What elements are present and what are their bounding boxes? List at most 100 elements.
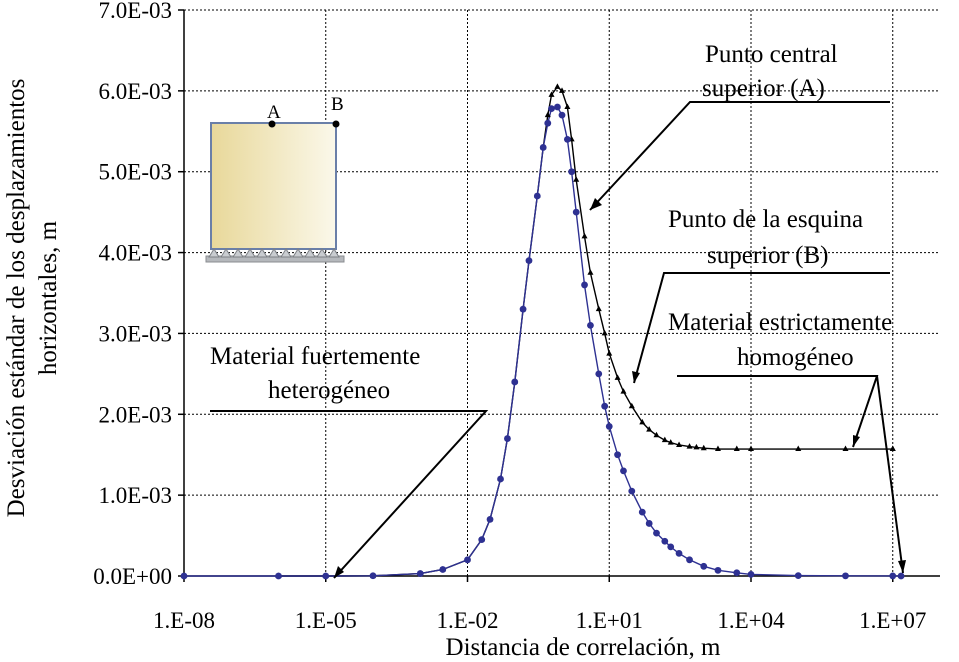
data-point-circle [661, 537, 669, 545]
data-point-circle [439, 566, 447, 573]
data-point-circle [897, 572, 905, 580]
x-tick-labels: 1.E-08 1.E-05 1.E-02 1.E+01 1.E+04 1.E+07 [153, 608, 926, 633]
data-point-circle [587, 321, 594, 329]
inset-support-triangle [256, 248, 268, 258]
data-point-circle [548, 105, 555, 113]
data-point-triangle [554, 83, 561, 89]
data-point-circle [322, 572, 330, 580]
arrow-central [590, 198, 602, 210]
y-tick-label: 6.0E-03 [99, 79, 172, 104]
y-tick-label: 5.0E-03 [99, 160, 172, 185]
leader-arrowheads [334, 198, 906, 578]
annot-heter-line1: Material fuertemente [210, 343, 420, 370]
data-point-circle [842, 572, 849, 580]
data-point-circle [180, 572, 188, 580]
data-point-circle [889, 572, 897, 580]
data-point-circle [544, 119, 552, 127]
data-point-circle [464, 556, 471, 564]
annot-heter-line2: heterogéneo [268, 377, 390, 404]
data-point-circle [525, 257, 533, 265]
leader-corner [633, 272, 890, 384]
data-point-circle [700, 562, 708, 570]
inset-label-b: B [331, 94, 344, 115]
data-point-triangle [587, 269, 594, 275]
data-point-triangle [653, 431, 660, 438]
inset-support-triangle [280, 248, 292, 258]
axes [178, 9, 940, 582]
data-point-circle [601, 402, 609, 410]
data-point-triangle [548, 91, 555, 97]
series-markers [180, 83, 905, 580]
inset-support-triangle [304, 248, 316, 258]
arrow-heter [334, 566, 344, 578]
data-point-circle [667, 543, 675, 551]
data-point-triangle [676, 441, 683, 448]
data-point-triangle [620, 388, 627, 394]
data-point-triangle [686, 443, 693, 449]
data-point-triangle [559, 87, 565, 93]
annot-central-line2: superior (A) [702, 75, 825, 102]
data-point-circle [653, 529, 660, 537]
inset-label-a: A [267, 102, 281, 123]
x-tick-label: 1.E-02 [437, 608, 499, 633]
data-point-triangle [544, 111, 551, 118]
data-point-circle [572, 208, 580, 216]
leader-homog [677, 375, 879, 448]
data-point-triangle [581, 232, 588, 239]
x-axis-title: Distancia de correlación, m [446, 634, 721, 661]
annot-central-line1: Punto central [705, 41, 838, 68]
y-tick-label: 2.0E-03 [99, 402, 172, 427]
data-point-triangle [700, 444, 707, 451]
data-point-triangle [606, 350, 613, 356]
series-line-2 [184, 106, 902, 577]
data-point-circle [478, 536, 486, 544]
data-point-circle [714, 566, 722, 574]
x-tick-label: 1.E-05 [295, 608, 357, 633]
x-tick-label: 1.E+01 [576, 608, 643, 633]
data-point-triangle [639, 418, 646, 425]
y-tick-label: 0.0E+00 [93, 564, 172, 589]
data-point-circle [628, 487, 636, 495]
data-point-circle [675, 549, 683, 557]
data-point-circle [733, 569, 741, 577]
inset-support-triangle [232, 248, 244, 258]
inset-point-b [332, 120, 340, 128]
data-point-circle [686, 556, 693, 564]
data-point-triangle [889, 445, 896, 452]
inset-support-triangle [328, 248, 340, 258]
arrow-homog-2 [898, 560, 906, 573]
data-point-circle [486, 516, 494, 523]
data-point-triangle [667, 439, 674, 445]
leader-central [589, 101, 890, 211]
data-point-circle [558, 111, 566, 119]
data-point-triangle [748, 445, 754, 452]
data-point-circle [511, 378, 519, 386]
data-point-triangle [646, 426, 653, 432]
data-point-circle [638, 508, 646, 516]
data-point-circle [794, 572, 802, 579]
x-tick-label: 1.E-08 [153, 608, 215, 633]
data-point-triangle [795, 445, 802, 452]
x-tick-label: 1.E+07 [859, 608, 926, 633]
data-point-triangle [693, 443, 700, 450]
data-point-circle [554, 103, 561, 111]
data-point-circle [533, 192, 541, 200]
data-point-circle [539, 144, 547, 151]
annot-corner-line2: superior (B) [707, 242, 829, 269]
y-axis-title-line1: Desviación estándar de los desplazamient… [3, 79, 30, 518]
data-point-circle [595, 370, 603, 378]
data-point-circle [645, 520, 653, 527]
inset-diagram: A B [205, 94, 345, 263]
inset-support-triangle [316, 248, 328, 258]
data-point-circle [519, 305, 527, 313]
data-point-triangle [595, 305, 602, 312]
inset-support-triangle [208, 248, 220, 258]
y-tick-label: 7.0E-03 [99, 0, 172, 23]
inset-support-triangle [244, 248, 256, 258]
data-point-circle [605, 423, 613, 430]
data-point-circle [563, 135, 571, 143]
data-point-circle [504, 435, 511, 442]
inset-block [210, 122, 337, 250]
data-point-triangle [733, 445, 740, 452]
